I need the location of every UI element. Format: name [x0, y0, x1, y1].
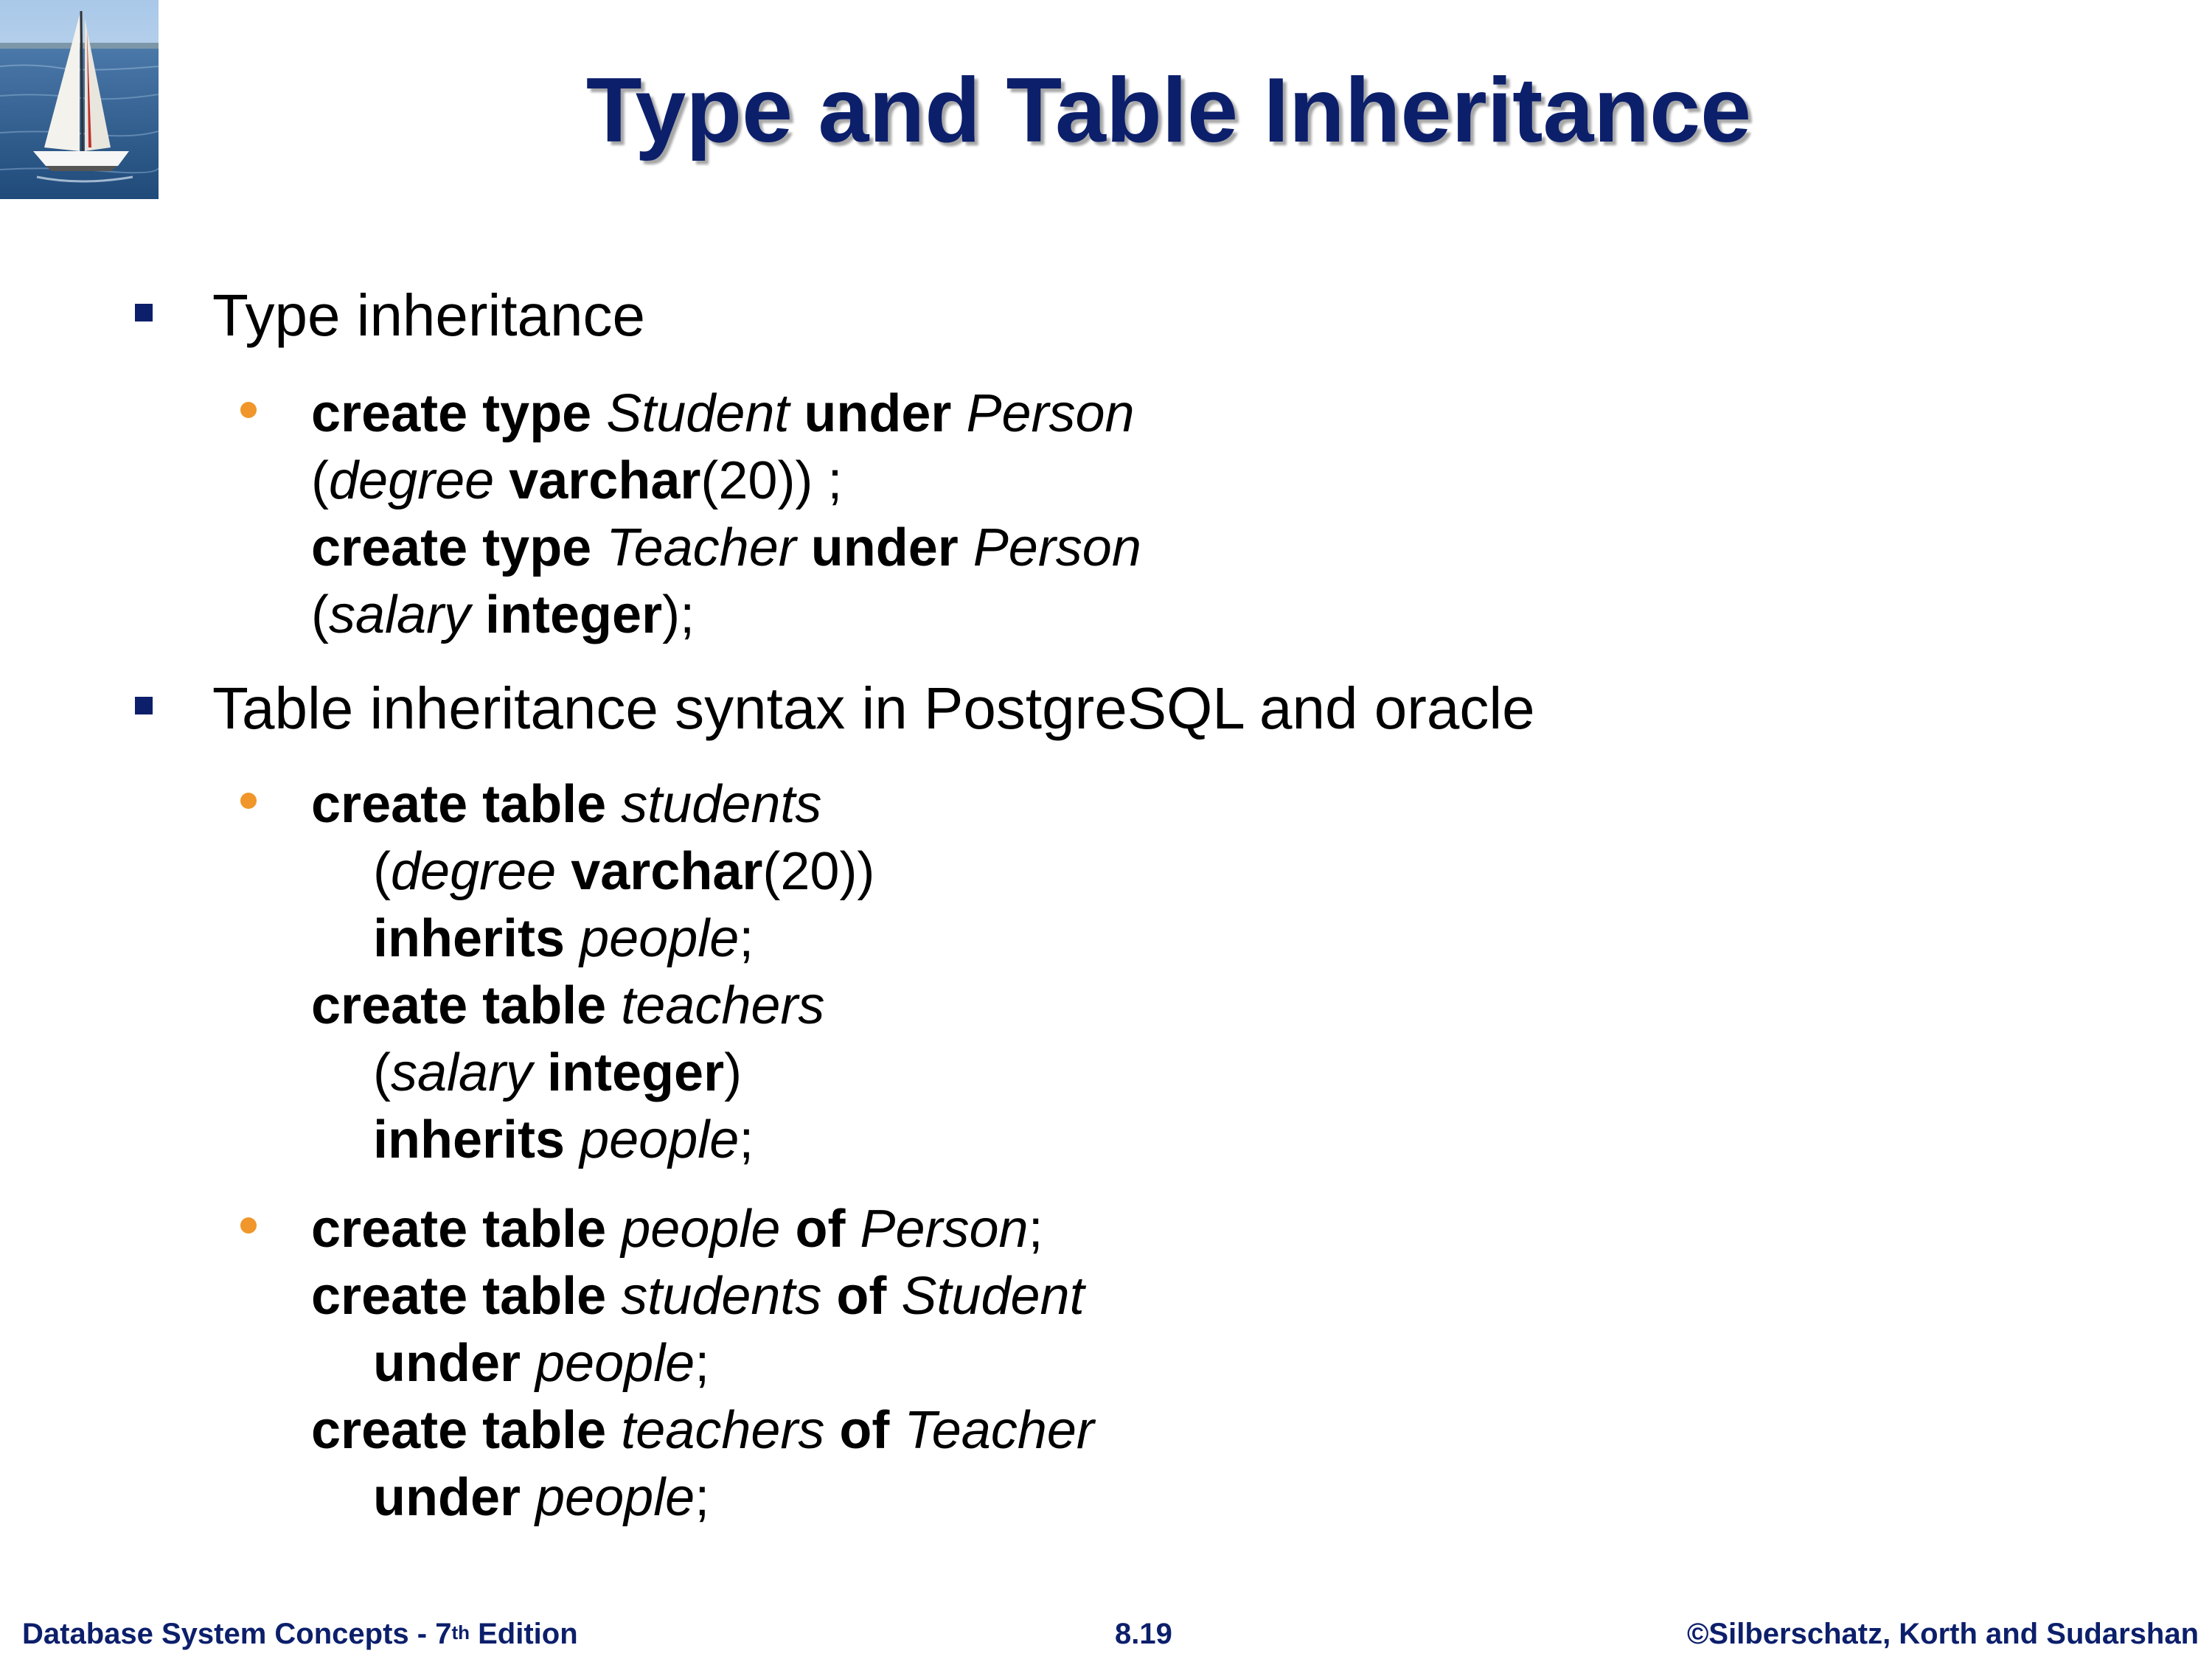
sql-text: ( [311, 451, 329, 510]
sql-text: ; [695, 1334, 710, 1393]
code-line: create table teachers of Teacher [311, 1397, 1094, 1464]
sql-identifier: degree [390, 842, 557, 901]
sql-text: (20)) [762, 842, 875, 901]
sql-keyword: under [796, 518, 973, 577]
square-bullet-icon [135, 697, 153, 714]
sql-text: ); [662, 585, 695, 644]
sql-identifier: people [535, 1334, 695, 1393]
code-line: inherits people; [311, 905, 874, 973]
sql-identifier: people [580, 909, 740, 968]
sql-text: ; [739, 1110, 754, 1169]
sql-keyword: inherits [373, 909, 580, 968]
sql-identifier: Person [860, 1200, 1029, 1259]
sql-text: ; [739, 909, 754, 968]
sql-identifier: Student [606, 384, 790, 443]
sql-identifier: people [580, 1110, 740, 1169]
sql-keyword: varchar [556, 842, 763, 901]
sql-identifier: Student [901, 1267, 1085, 1326]
sql-identifier: Person [966, 384, 1135, 443]
footer-slide-number: 8.19 [1115, 1618, 1172, 1650]
sql-identifier: students [621, 775, 822, 834]
sql-keyword: under [789, 384, 967, 443]
sql-identifier: people [621, 1200, 781, 1259]
bullet-heading-type-inheritance: Type inheritance [212, 282, 646, 348]
code-block: create table students (degree varchar(20)… [311, 771, 874, 1174]
code-line: (salary integer); [311, 582, 1141, 649]
sql-keyword: varchar [494, 451, 701, 510]
sql-identifier: teachers [621, 976, 825, 1035]
sql-keyword: create table [311, 976, 622, 1035]
sql-text: ( [373, 1043, 391, 1102]
code-line: (salary integer) [311, 1040, 874, 1107]
sql-keyword: of [780, 1200, 860, 1259]
sql-identifier: students [621, 1267, 822, 1326]
sql-keyword: create table [311, 1200, 622, 1259]
sql-keyword: under [373, 1334, 536, 1393]
footer-copyright: ©Silberschatz, Korth and Sudarshan [1686, 1618, 2199, 1650]
dot-bullet-icon [240, 793, 257, 809]
sql-text: ; [1028, 1200, 1043, 1259]
code-line: (degree varchar(20)) ; [311, 448, 1141, 515]
code-line: create type Teacher under Person [311, 515, 1141, 582]
dot-bullet-icon [240, 402, 257, 418]
sql-keyword: of [821, 1267, 902, 1326]
sql-keyword: integer [532, 1043, 725, 1102]
sql-text: ( [311, 585, 329, 644]
page-title: Type and Table Inheritance [585, 60, 1752, 161]
sql-keyword: inherits [373, 1110, 580, 1169]
sql-text: ( [373, 842, 391, 901]
sql-keyword: create table [311, 1401, 622, 1460]
footer-edition-suffix: th [451, 1621, 470, 1644]
sql-text: ) [724, 1043, 742, 1102]
code-line: (degree varchar(20)) [311, 838, 874, 905]
square-bullet-icon [135, 304, 153, 321]
sql-identifier: Teacher [904, 1401, 1094, 1460]
sailboat-logo-icon [0, 0, 159, 199]
sql-keyword: create type [311, 384, 607, 443]
sql-identifier: salary [390, 1043, 533, 1102]
code-line: create table teachers [311, 973, 874, 1040]
code-line: create table people of Person; [311, 1196, 1094, 1263]
code-line: create type Student under Person [311, 380, 1141, 448]
code-line: under people; [311, 1464, 1094, 1531]
code-block: create table people of Person; create tab… [311, 1196, 1094, 1531]
code-line: inherits people; [311, 1107, 874, 1174]
footer-book-title: Database System Concepts - 7th Edition [22, 1616, 578, 1652]
dot-bullet-icon [240, 1217, 257, 1234]
sql-keyword: create table [311, 775, 622, 834]
sql-keyword: under [373, 1468, 536, 1527]
code-line: create table students of Student [311, 1263, 1094, 1330]
sql-keyword: integer [470, 585, 663, 644]
code-line: create table students [311, 771, 874, 838]
sql-keyword: of [824, 1401, 905, 1460]
sql-identifier: people [535, 1468, 695, 1527]
code-block: create type Student under Person (degree … [311, 380, 1141, 649]
sql-keyword: create type [311, 518, 607, 577]
bullet-heading-table-inheritance: Table inheritance syntax in PostgreSQL a… [212, 675, 1535, 741]
footer-edition-label: Edition [470, 1618, 578, 1650]
sql-text: ; [695, 1468, 710, 1527]
sql-keyword: create table [311, 1267, 622, 1326]
sql-identifier: salary [328, 585, 471, 644]
sql-identifier: Person [973, 518, 1141, 577]
sql-identifier: degree [328, 451, 495, 510]
sql-identifier: Teacher [606, 518, 796, 577]
sql-text: (20)) ; [700, 451, 843, 510]
sql-identifier: teachers [621, 1401, 825, 1460]
code-line: under people; [311, 1330, 1094, 1397]
footer-book-title-text: Database System Concepts - 7 [22, 1618, 452, 1650]
